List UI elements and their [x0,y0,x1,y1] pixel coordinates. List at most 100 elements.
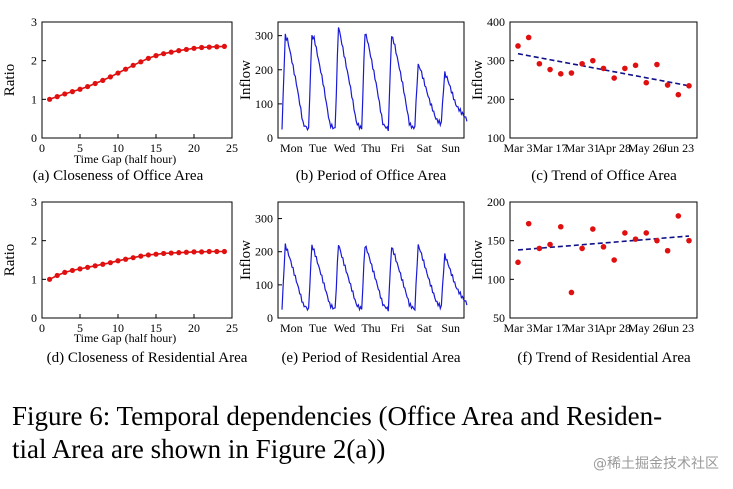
data-point [611,257,617,263]
data-point [107,74,113,80]
x-tick-label: Tue [309,141,327,155]
x-tick-label: 15 [150,141,162,155]
data-point [153,251,159,257]
y-tick-label: 1 [31,92,37,106]
data-point [515,259,521,266]
y-tick-label: 2 [31,54,37,68]
data-point [664,82,671,88]
data-point [168,49,174,55]
series-line [281,243,468,312]
y-tick-label: 300 [487,54,505,68]
data-point [547,66,553,73]
data-point [590,226,596,232]
x-tick-label: 10 [112,141,124,155]
x-tick-label: Thu [361,321,380,335]
y-axis-label: Inflow [470,240,486,280]
series-line [49,250,225,281]
data-point [123,66,129,72]
plot-frame [277,21,465,139]
x-tick-label: 0 [39,141,45,155]
chart-f: 50 100 150 200 Inflow (f) Trend of Residentia… [470,195,698,366]
x-tick-label: May 26 [628,321,665,335]
x-tick-label: 10 [112,321,124,335]
y-tick-label: 400 [487,15,505,29]
data-point [654,237,660,244]
data-point [115,258,121,264]
figure-caption-line-1: Figure 6: Temporal dependencies (Office … [12,401,663,431]
data-point [622,230,628,236]
data-point [214,44,220,50]
data-point [62,91,68,97]
y-tick-label: 150 [487,234,505,248]
data-point [643,79,650,86]
x-tick-label: Sat [416,141,432,155]
data-point [525,220,532,227]
x-tick-label: Jun 23 [662,321,694,335]
y-tick-label: 100 [255,278,273,292]
x-tick-label: 0 [39,321,45,335]
figure-canvas: 0 1 2 3 Ratio (a) Closeness of Office Area 0 5 1… [2,15,698,366]
y-axis-label: Ratio [2,64,18,97]
data-point [138,59,144,65]
data-point [100,261,106,267]
y-tick-label: 200 [487,92,505,106]
data-point [145,55,151,61]
x-tick-label: Mar 3 [504,141,533,155]
y-axis-label: Inflow [238,240,254,280]
x-tick-label: Jun 23 [662,141,694,155]
chart-d: 0 1 2 3 Ratio (d) Closeness of Residential Ar… [2,195,248,366]
data-point [568,70,575,76]
data-point [611,75,617,81]
x-tick-label: Mar 3 [504,321,533,335]
data-point [214,248,220,255]
x-tick-label: Mar 17 [533,321,568,335]
data-point [536,245,543,252]
data-point [153,53,159,59]
subplot-caption: (a) Closeness of Office Area [33,168,204,184]
plot-frame [277,201,465,319]
data-point [568,289,575,296]
data-point [191,249,197,255]
data-point [130,62,136,68]
data-point [590,57,596,64]
chart-b: 0 100 200 300 Inflow (b) Period of Office Are… [238,21,468,184]
trend-line [517,235,690,251]
data-point [686,83,692,89]
x-tick-label: 15 [150,321,162,335]
watermark: @稀土掘金技术社区 [593,456,719,472]
data-point [123,256,129,262]
trend-line [517,52,690,87]
data-point [206,248,212,255]
series-line [49,45,225,101]
x-tick-label: 5 [77,321,83,335]
x-tick-label: Thu [361,141,380,155]
data-point [85,83,91,90]
data-point [557,223,564,230]
data-point [664,247,671,254]
y-tick-label: 100 [487,272,505,286]
y-tick-label: 300 [255,29,273,43]
y-tick-label: 1 [31,272,37,286]
y-tick-label: 200 [255,245,273,259]
subplot-caption: (c) Trend of Office Area [531,168,677,184]
data-point [206,44,212,50]
data-point [515,43,521,49]
y-axis-label: Inflow [470,60,486,100]
x-tick-label: 25 [226,321,238,335]
y-axis-label: Ratio [2,244,18,277]
data-point [686,237,692,244]
data-point [107,260,113,266]
series-line [281,27,468,132]
data-point [100,77,106,83]
x-tick-label: 20 [188,141,200,155]
subplot-caption: (d) Closeness of Residential Area [47,350,248,366]
plot-frame [41,201,233,319]
subplot-caption: (f) Trend of Residential Area [517,350,691,366]
data-point [161,51,167,57]
data-point [675,91,682,98]
data-point [161,250,167,257]
figure-caption-line-2: tial Area are shown in Figure 2(a)) [12,434,386,464]
data-point [525,34,532,41]
data-point [579,245,585,252]
data-point [183,46,189,53]
